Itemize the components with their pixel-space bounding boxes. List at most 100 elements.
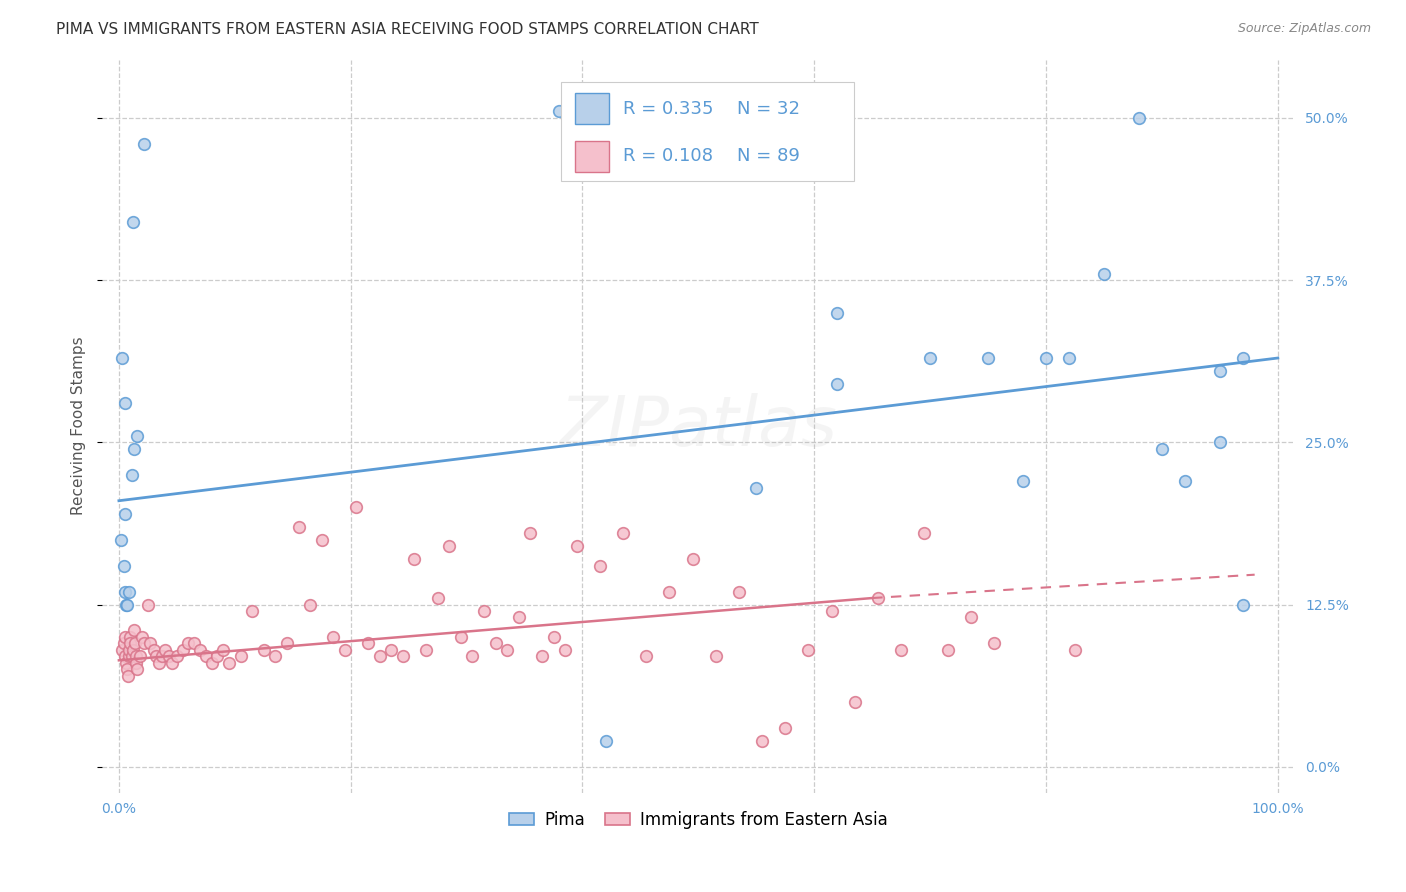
Point [115,656,138,670]
Point [472,604,495,618]
Point [404,552,426,566]
Point [548,104,571,119]
Point [543,630,565,644]
Point [145,649,167,664]
Point [866,591,889,605]
Point [201,656,224,670]
Point [166,649,188,664]
Point [920,351,942,365]
Point [287,519,309,533]
Point [589,558,612,573]
Point [142,643,165,657]
Point [118,584,141,599]
Point [1064,643,1087,657]
Point [160,656,183,670]
Point [115,598,138,612]
Point [212,643,235,657]
Point [114,630,136,644]
Point [128,649,150,664]
Point [704,649,727,664]
Text: ZIPatlas: ZIPatlas [560,392,838,459]
Point [114,396,136,410]
Point [827,305,849,319]
Point [111,643,134,657]
Legend: Pima, Immigrants from Eastern Asia: Pima, Immigrants from Eastern Asia [502,805,894,836]
Point [1174,475,1197,489]
Point [131,630,153,644]
Point [745,481,768,495]
Point [751,733,773,747]
Point [115,598,138,612]
Point [392,649,415,664]
Point [134,636,156,650]
Point [311,533,333,547]
Point [134,136,156,151]
Point [1232,351,1254,365]
Point [276,636,298,650]
Point [820,604,842,618]
Point [461,649,484,664]
Point [530,649,553,664]
Point [125,656,148,670]
Point [368,649,391,664]
Point [253,643,276,657]
Point [125,649,148,664]
Point [118,643,141,657]
Point [194,649,217,664]
Text: PIMA VS IMMIGRANTS FROM EASTERN ASIA RECEIVING FOOD STAMPS CORRELATION CHART: PIMA VS IMMIGRANTS FROM EASTERN ASIA REC… [56,22,759,37]
Point [110,533,132,547]
FancyBboxPatch shape [561,81,853,180]
Point [120,630,142,644]
Point [157,649,180,664]
Point [912,526,935,541]
Point [977,351,1000,365]
Point [127,662,149,676]
Point [890,643,912,657]
Point [150,649,173,664]
Point [127,429,149,443]
Point [1092,267,1115,281]
Point [177,636,200,650]
Text: R = 0.108: R = 0.108 [623,147,713,165]
Point [437,539,460,553]
Point [218,656,240,670]
Point [496,643,519,657]
Point [112,636,135,650]
Point [120,636,142,650]
Point [121,215,143,229]
Point [1057,351,1080,365]
Point [155,643,177,657]
Point [844,695,866,709]
Text: N = 32: N = 32 [737,100,800,118]
Point [797,643,820,657]
Point [1209,435,1232,450]
Point [124,636,146,650]
Point [139,636,162,650]
Point [114,584,136,599]
FancyBboxPatch shape [575,94,609,124]
FancyBboxPatch shape [575,141,609,172]
Point [121,467,143,482]
Point [450,630,472,644]
Point [122,624,145,638]
Point [1012,475,1035,489]
Point [1035,351,1057,365]
Point [565,539,588,553]
Point [658,584,681,599]
Point [1128,111,1150,125]
Point [172,643,194,657]
Y-axis label: Receiving Food Stamps: Receiving Food Stamps [72,337,86,516]
Text: R = 0.335: R = 0.335 [623,100,714,118]
Point [121,649,143,664]
Point [554,643,576,657]
Point [519,526,541,541]
Point [148,656,170,670]
Point [484,636,506,650]
Point [121,643,143,657]
Point [1209,364,1232,378]
Point [183,636,205,650]
Point [415,643,437,657]
Point [229,649,252,664]
Point [333,643,356,657]
Point [357,636,380,650]
